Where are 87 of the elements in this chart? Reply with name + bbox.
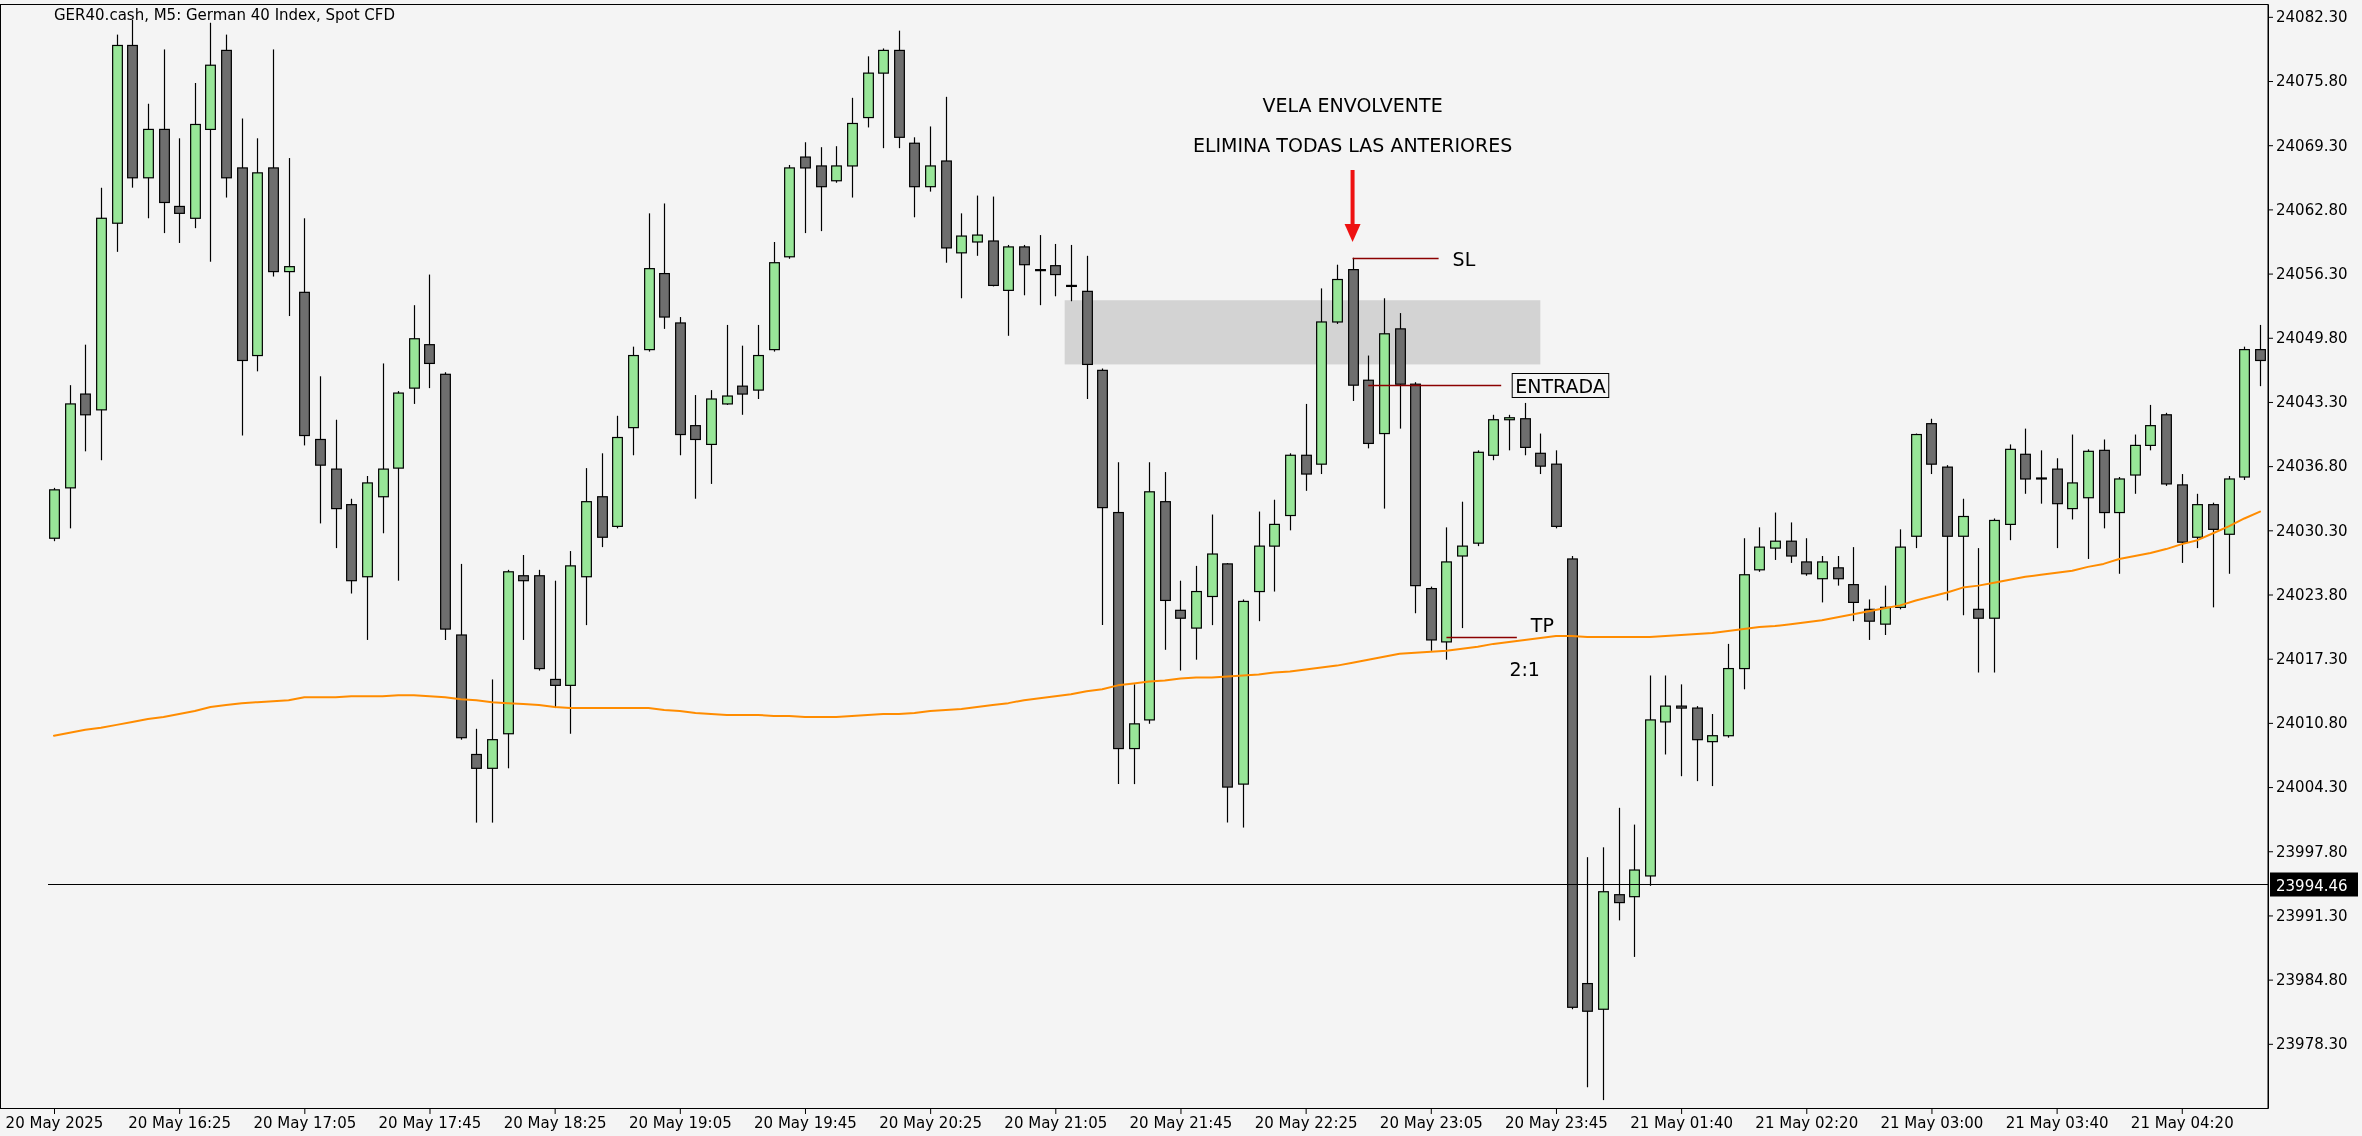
candlestick (80, 344, 91, 452)
x-tick-label: 20 May 22:25 (1254, 1113, 1358, 1132)
candlestick (1754, 526, 1765, 573)
annotation: VELA ENVOLVENTE (1262, 94, 1443, 116)
x-tick-label: 20 May 19:05 (628, 1113, 732, 1132)
candlestick (1504, 414, 1515, 451)
x-tick-label: 21 May 01:40 (1630, 1113, 1734, 1132)
line-series (53, 510, 2261, 737)
x-tick-label: 20 May 17:05 (253, 1113, 357, 1132)
y-tick-label: 24049.80 (2276, 329, 2348, 348)
x-tick-label: 20 May 21:05 (1004, 1113, 1108, 1132)
x-tick-label: 21 May 03:40 (2005, 1113, 2109, 1132)
candlestick (1175, 580, 1186, 672)
candlestick (1301, 403, 1312, 492)
y-tick-label: 23997.80 (2276, 842, 2348, 861)
candlestick (690, 394, 701, 500)
y-tick-label: 24023.80 (2276, 585, 2348, 604)
candlestick (737, 345, 748, 416)
candlestick (956, 212, 967, 299)
x-tick-label: 20 May 21:45 (1129, 1113, 1233, 1132)
candlestick (174, 137, 185, 244)
y-tick-label: 24056.30 (2276, 264, 2348, 283)
y-tick-label: 23984.80 (2276, 970, 2348, 989)
candlestick (972, 194, 983, 257)
y-tick-label: 24062.80 (2276, 200, 2348, 219)
x-tick-label: 20 May 20:25 (879, 1113, 983, 1132)
candlestick (1676, 683, 1687, 777)
candlestick (471, 728, 482, 824)
candlestick (1786, 521, 1797, 564)
x-tick-label: 21 May 02:20 (1755, 1113, 1859, 1132)
candlestick (1535, 432, 1546, 475)
ref-line-label: ENTRADA (1515, 374, 1606, 397)
x-tick-label: 20 May 2025 (5, 1113, 104, 1132)
candlestick (1660, 674, 1671, 756)
candlestick (284, 157, 295, 317)
x-tick-label: 20 May 16:25 (128, 1113, 232, 1132)
y-tick-label: 23991.30 (2276, 906, 2348, 925)
y-tick-label: 23978.30 (2276, 1035, 2348, 1054)
ref-line-label: SL (1452, 247, 1476, 270)
x-tick-label: 20 May 18:25 (503, 1113, 607, 1132)
candlestick (878, 47, 889, 149)
candlestick (1973, 547, 1984, 674)
y-tick-label: 24030.30 (2276, 521, 2348, 540)
x-tick-label: 20 May 23:45 (1505, 1113, 1608, 1132)
candlestick (1958, 498, 1969, 616)
candlestick (1801, 537, 1812, 577)
y-tick-label: 24082.30 (2276, 8, 2348, 27)
candlestick (424, 273, 435, 389)
y-tick-label: 24036.80 (2276, 457, 2348, 476)
candlestick (1833, 555, 1844, 587)
candlestick (1707, 713, 1718, 787)
candlestick (925, 125, 936, 193)
candlestick (800, 141, 811, 234)
candlestick (722, 324, 733, 406)
candlestick (2036, 449, 2047, 505)
x-tick-label: 20 May 17:45 (378, 1113, 482, 1132)
candlestick (518, 554, 529, 641)
x-tick-label: 20 May 23:05 (1379, 1113, 1483, 1132)
x-tick-label: 20 May 19:45 (754, 1113, 857, 1132)
candlestick (2145, 404, 2156, 451)
y-tick-label: 24004.30 (2276, 778, 2348, 797)
y-tick-label: 24043.30 (2276, 393, 2348, 412)
x-tick-label: 21 May 03:00 (1880, 1113, 1984, 1132)
x-tick-label: 21 May 04:20 (2130, 1113, 2234, 1132)
y-tick-label: 24075.80 (2276, 72, 2348, 91)
ref-line-label: 23994.46 (2276, 876, 2348, 895)
candlestick (1035, 234, 1046, 306)
candlestick (1880, 585, 1891, 636)
ref-line-label: TP (1529, 613, 1554, 636)
candlestick (2255, 324, 2266, 387)
y-tick-label: 24017.30 (2276, 650, 2348, 668)
y-tick-label: 24010.80 (2276, 714, 2348, 733)
candlestick (1269, 499, 1280, 593)
candlestick (1019, 244, 1030, 296)
candlestick (1817, 555, 1828, 604)
candlestick (1457, 501, 1468, 629)
y-tick-label: 24069.30 (2276, 136, 2348, 155)
annotation: ELIMINA TODAS LAS ANTERIORES (1192, 134, 1513, 156)
candlestick (550, 580, 561, 709)
candlestick (816, 146, 827, 232)
candlestick (1050, 243, 1061, 297)
candlestick (1770, 511, 1781, 561)
annotation: 2:1 (1509, 658, 1540, 680)
chart-title: GER40.cash, M5: German 40 Index, Spot CFD (54, 6, 396, 24)
candlestick (831, 145, 842, 184)
candlestick (1848, 546, 1859, 622)
candlestick (1066, 244, 1077, 302)
